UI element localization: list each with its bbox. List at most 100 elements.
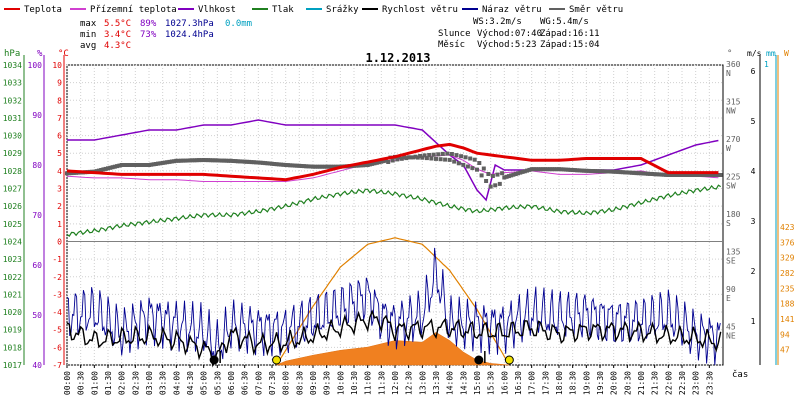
wind-direction-point [586, 168, 591, 173]
x-tick-label: 04:00 [172, 371, 181, 395]
temp-tick-label: 2 [57, 202, 62, 211]
wind-direction-point [557, 167, 561, 172]
wind-direction-point [399, 156, 404, 161]
wind-direction-point [181, 158, 186, 163]
dir-tick-label: 315 [726, 98, 741, 107]
wind-direction-point [415, 155, 420, 160]
wind-direction-point [673, 173, 678, 177]
x-tick-label: 20:30 [623, 371, 632, 395]
dir-compass-label: W [726, 144, 731, 153]
wind-direction-point [623, 170, 628, 175]
wind-direction-point [242, 159, 247, 164]
wind-direction-point [208, 158, 213, 163]
legend-label: Tlak [272, 5, 294, 15]
wind-direction-point [529, 167, 534, 172]
temp-tick-label: 1 [57, 220, 62, 229]
wind-direction-point [575, 168, 580, 173]
wind-direction-point [117, 163, 122, 168]
wind-direction-point [112, 164, 117, 169]
wind-direction-point [670, 173, 675, 177]
x-tick-label: 00:00 [63, 371, 72, 395]
x-tick-label: 13:30 [432, 371, 441, 395]
wind-direction-point [103, 166, 108, 171]
hpa-tick-label: 1021 [3, 290, 22, 299]
wind-direction-point [176, 158, 181, 163]
x-tick-label: 07:00 [254, 371, 263, 395]
wind-direction-point [584, 168, 589, 173]
wind-direction-point [495, 172, 500, 177]
dir-compass-label: S [726, 219, 731, 228]
wind-direction-point [374, 160, 379, 165]
stats-min-label: min [80, 30, 96, 40]
wind-direction-point [459, 154, 464, 159]
wind-direction-point [618, 170, 623, 175]
wind-direction-point [475, 167, 479, 172]
wind-direction-point [119, 163, 124, 167]
wind-direction-point [383, 158, 388, 163]
wind-direction-point [156, 161, 161, 166]
wind-direction-point [641, 171, 646, 176]
left-axes: hPa1034103310321031103010291028102710261… [3, 49, 69, 370]
wind-direction-point [135, 163, 140, 167]
wind-direction-point [707, 173, 712, 177]
x-tick-label: 01:00 [90, 371, 99, 395]
x-tick-label: 01:30 [104, 371, 113, 395]
wind-direction-point [598, 169, 602, 174]
moonrise-marker [209, 355, 219, 365]
x-tick-label: 05:30 [213, 371, 222, 395]
wind-direction-point [609, 169, 614, 174]
wind-direction-point [192, 158, 197, 163]
wind-direction-point [206, 158, 211, 163]
x-tick-label: 23:00 [692, 371, 701, 395]
wind-direction-point [110, 165, 115, 170]
dir-axis-label: ° [727, 49, 732, 59]
pct-tick-label: 90 [32, 111, 42, 120]
wind-direction-point [702, 173, 707, 177]
wind-direction-point [238, 159, 243, 164]
wind-direction-point [106, 166, 110, 171]
dir-tick-label: 225 [726, 173, 741, 182]
wind-direction-point [689, 173, 694, 177]
wind-direction-point [408, 155, 413, 160]
stats-min-hum: 73% [140, 30, 157, 40]
pct-tick-label: 100 [28, 61, 43, 70]
wind-direction-point [322, 164, 327, 169]
wind-direction-point [183, 158, 188, 163]
temp-tick-label: 9 [57, 79, 62, 88]
wind-direction-point [162, 160, 167, 165]
wind-direction-point [509, 173, 514, 178]
wind-direction-point [370, 161, 375, 166]
wind-direction-point [484, 179, 489, 183]
wind-direction-point [295, 163, 300, 168]
stats-panel: max min avg 5.5°C 3.4°C 4.3°C 89% 73% 10… [80, 17, 600, 51]
wind-direction-point [283, 163, 288, 167]
wind-direction-point [513, 172, 518, 176]
wind-direction-point [431, 152, 436, 157]
wind-direction-point [427, 153, 432, 157]
wind-direction-point [372, 161, 377, 166]
x-tick-label: 11:30 [377, 371, 386, 395]
x-tick-label: 21:00 [637, 371, 646, 395]
wind-direction-point [545, 167, 550, 172]
wind-direction-point [607, 169, 612, 174]
wind-direction-point [691, 173, 696, 177]
wind-direction-point [525, 168, 530, 173]
wind-direction-point [447, 157, 452, 162]
wind-direction-point [147, 163, 151, 167]
hpa-tick-label: 1031 [3, 114, 22, 123]
wind-direction-point [677, 173, 682, 177]
wind-direction-point [379, 159, 384, 164]
stats-avg-label: avg [80, 41, 96, 51]
dir-compass-label: NW [726, 107, 736, 116]
ms-tick-label: 3 [751, 217, 756, 226]
wind-direction-point [718, 173, 723, 177]
dir-tick-label: 135 [726, 248, 741, 257]
mm-tick-label: 1 [764, 60, 769, 69]
series-layer [65, 119, 723, 368]
wind-direction-point [561, 167, 566, 172]
x-tick-label: 10:30 [350, 371, 359, 395]
wind-direction-point [131, 163, 136, 167]
right-axes: °360N315NW270W225SW180S135SE90E45NEm/s65… [726, 49, 795, 365]
moon-label: Měsíc [438, 40, 465, 50]
x-tick-label: 22:00 [664, 371, 673, 395]
